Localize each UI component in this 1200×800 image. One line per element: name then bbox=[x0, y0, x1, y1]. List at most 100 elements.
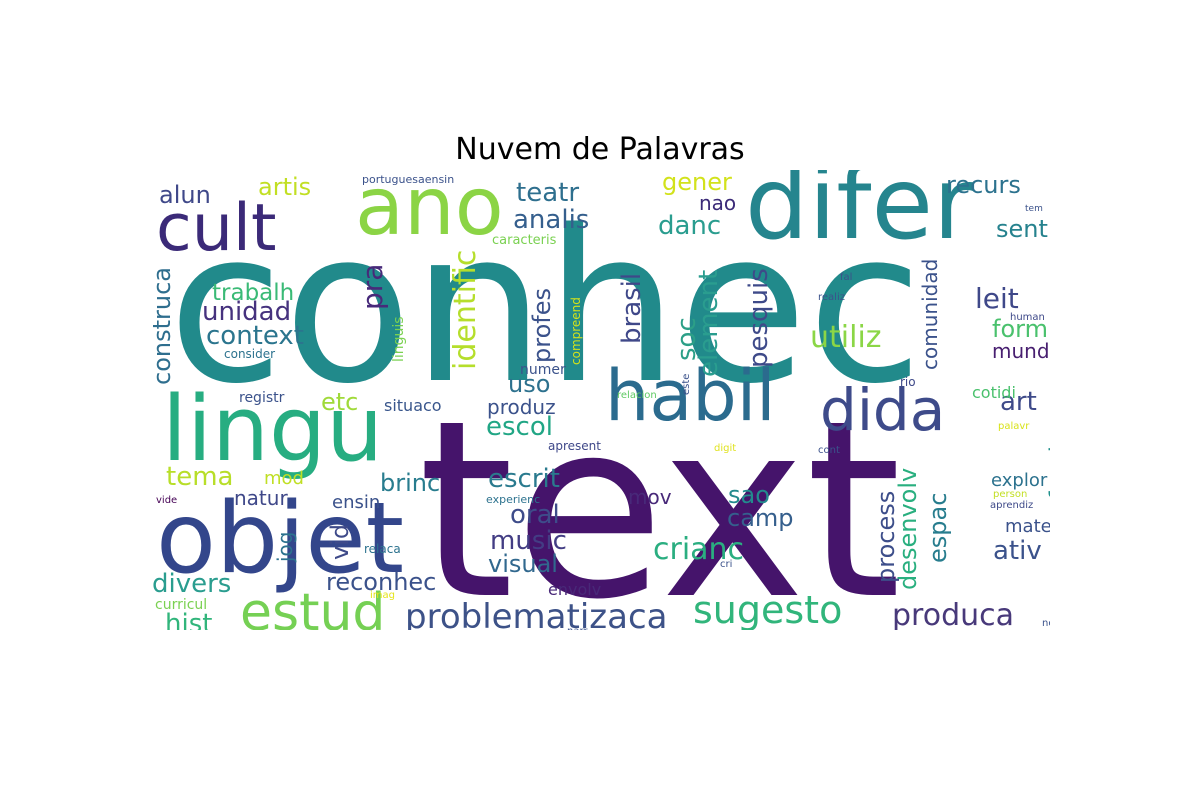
word-cont: cont bbox=[818, 445, 840, 456]
word-cotidi: cotidi bbox=[972, 383, 1016, 402]
word-human: human bbox=[1010, 312, 1045, 323]
word-hist: hist bbox=[165, 609, 212, 630]
word-sugesto: sugesto bbox=[693, 588, 842, 630]
word-cult: cult bbox=[156, 191, 276, 266]
word-cri: cri bbox=[720, 559, 732, 570]
word-mov: mov bbox=[628, 485, 672, 509]
word-linguis: linguis bbox=[391, 316, 407, 362]
word-element: element bbox=[694, 270, 724, 377]
word-digit: digit bbox=[714, 443, 736, 454]
word-construca: construca bbox=[150, 267, 176, 385]
word-nort: nort bbox=[1042, 618, 1050, 629]
word-espac: espac bbox=[924, 493, 952, 563]
word-text: text bbox=[418, 368, 902, 630]
word-process: process bbox=[872, 491, 900, 583]
word-compreend: compreend bbox=[569, 297, 583, 365]
word-soc: soc bbox=[672, 317, 702, 361]
word-alun: alun bbox=[159, 181, 211, 209]
word-sao: sao bbox=[728, 481, 770, 509]
word-pra: pra bbox=[356, 264, 389, 310]
word-envolv: envolv bbox=[548, 580, 601, 599]
word-mod: mod bbox=[264, 468, 304, 489]
word-explor: explor bbox=[991, 470, 1048, 491]
word-fal: fal bbox=[840, 272, 852, 283]
word-comunidad: comunidad bbox=[918, 259, 942, 370]
word-rio: rio bbox=[900, 375, 916, 389]
word-natur: natur bbox=[234, 486, 288, 510]
word-ativ: ativ bbox=[993, 536, 1042, 566]
word-objet: objet bbox=[156, 482, 404, 596]
word-mater: mater bbox=[1005, 516, 1050, 537]
word-dida: dida bbox=[820, 376, 945, 444]
word-brinc: brinc bbox=[380, 469, 440, 497]
word-problematizaca: problematizaca bbox=[405, 597, 668, 630]
word-escrit: escrit bbox=[488, 464, 560, 494]
word-context: context bbox=[206, 321, 304, 351]
word-music: music bbox=[490, 526, 567, 556]
word-ensin: ensin bbox=[332, 492, 380, 513]
word-vid: vid bbox=[326, 524, 354, 560]
word-crianc: crianc bbox=[653, 532, 744, 567]
word-vide: vide bbox=[156, 495, 177, 506]
word-tema: tema bbox=[166, 462, 233, 492]
word-situaco: situaco bbox=[384, 396, 442, 415]
word-imag: imag bbox=[370, 590, 395, 601]
word-analis: analis bbox=[513, 205, 589, 235]
word-registr: registr bbox=[239, 390, 285, 406]
word-caracteris: caracteris bbox=[492, 233, 557, 248]
word-escol: escol bbox=[486, 412, 553, 442]
word-utiliz: utiliz bbox=[810, 320, 882, 355]
word-brasil: brasil bbox=[617, 273, 647, 344]
word-nao: nao bbox=[699, 191, 736, 215]
word-camp: camp bbox=[727, 504, 794, 532]
word-aprendiz: aprendiz bbox=[990, 500, 1033, 511]
word-uso: uso bbox=[508, 370, 550, 398]
word-produz: produz bbox=[487, 395, 556, 419]
word-recurs: recurs bbox=[946, 171, 1021, 199]
word-numer: numer bbox=[520, 362, 566, 378]
word-mund: mund bbox=[992, 339, 1050, 363]
word-relacion: relacion bbox=[617, 390, 657, 401]
word-produca: produca bbox=[892, 598, 1014, 630]
word-relaca: relaca bbox=[364, 542, 401, 556]
word-este: este bbox=[681, 374, 692, 395]
word-form: form bbox=[992, 315, 1048, 343]
word-etc: etc bbox=[321, 388, 358, 416]
word-fundament: fundament bbox=[1045, 368, 1050, 500]
word-conhec: conhec bbox=[168, 185, 923, 430]
word-consider: consider bbox=[224, 347, 275, 361]
word-gener: gener bbox=[662, 170, 732, 196]
chart-title: Nuvem de Palavras bbox=[455, 132, 745, 167]
word-pesquis: pesquis bbox=[744, 268, 774, 368]
word-experienc: experienc bbox=[486, 493, 540, 506]
word-art: art bbox=[1000, 387, 1037, 417]
word-visual: visual bbox=[488, 550, 558, 578]
word-person: person bbox=[993, 489, 1027, 500]
word-danc: danc bbox=[658, 211, 721, 241]
word-ano: ano bbox=[355, 170, 504, 253]
word-artis: artis bbox=[258, 173, 311, 201]
word-palavr: palavr bbox=[998, 421, 1030, 432]
word-apresent: apresent bbox=[548, 439, 601, 453]
word-difer: difer bbox=[745, 170, 975, 262]
word-jog: jog bbox=[273, 532, 297, 564]
word-desenvolv: desenvolv bbox=[894, 468, 922, 590]
word-narr: narr bbox=[567, 626, 588, 630]
word-habil: habil bbox=[605, 355, 776, 437]
word-oral: oral bbox=[510, 500, 560, 530]
word-teatr: teatr bbox=[516, 178, 579, 208]
word-sent: sent bbox=[996, 215, 1048, 243]
word-divers: divers bbox=[152, 569, 231, 599]
word-lingu: lingu bbox=[162, 377, 383, 482]
word-profes: profes bbox=[528, 288, 556, 363]
word-portuguesaensin: portuguesaensin bbox=[362, 173, 454, 186]
word-reconhec: reconhec bbox=[326, 568, 436, 596]
word-curricul: curricul bbox=[155, 597, 207, 613]
word-estud: estud bbox=[240, 583, 385, 630]
word-realiz: realiz bbox=[818, 292, 845, 303]
word-tem: tem bbox=[1025, 204, 1043, 214]
word-identific: identific bbox=[448, 250, 483, 370]
word-trabalh: trabalh bbox=[212, 280, 294, 306]
word-leit: leit bbox=[975, 282, 1019, 315]
